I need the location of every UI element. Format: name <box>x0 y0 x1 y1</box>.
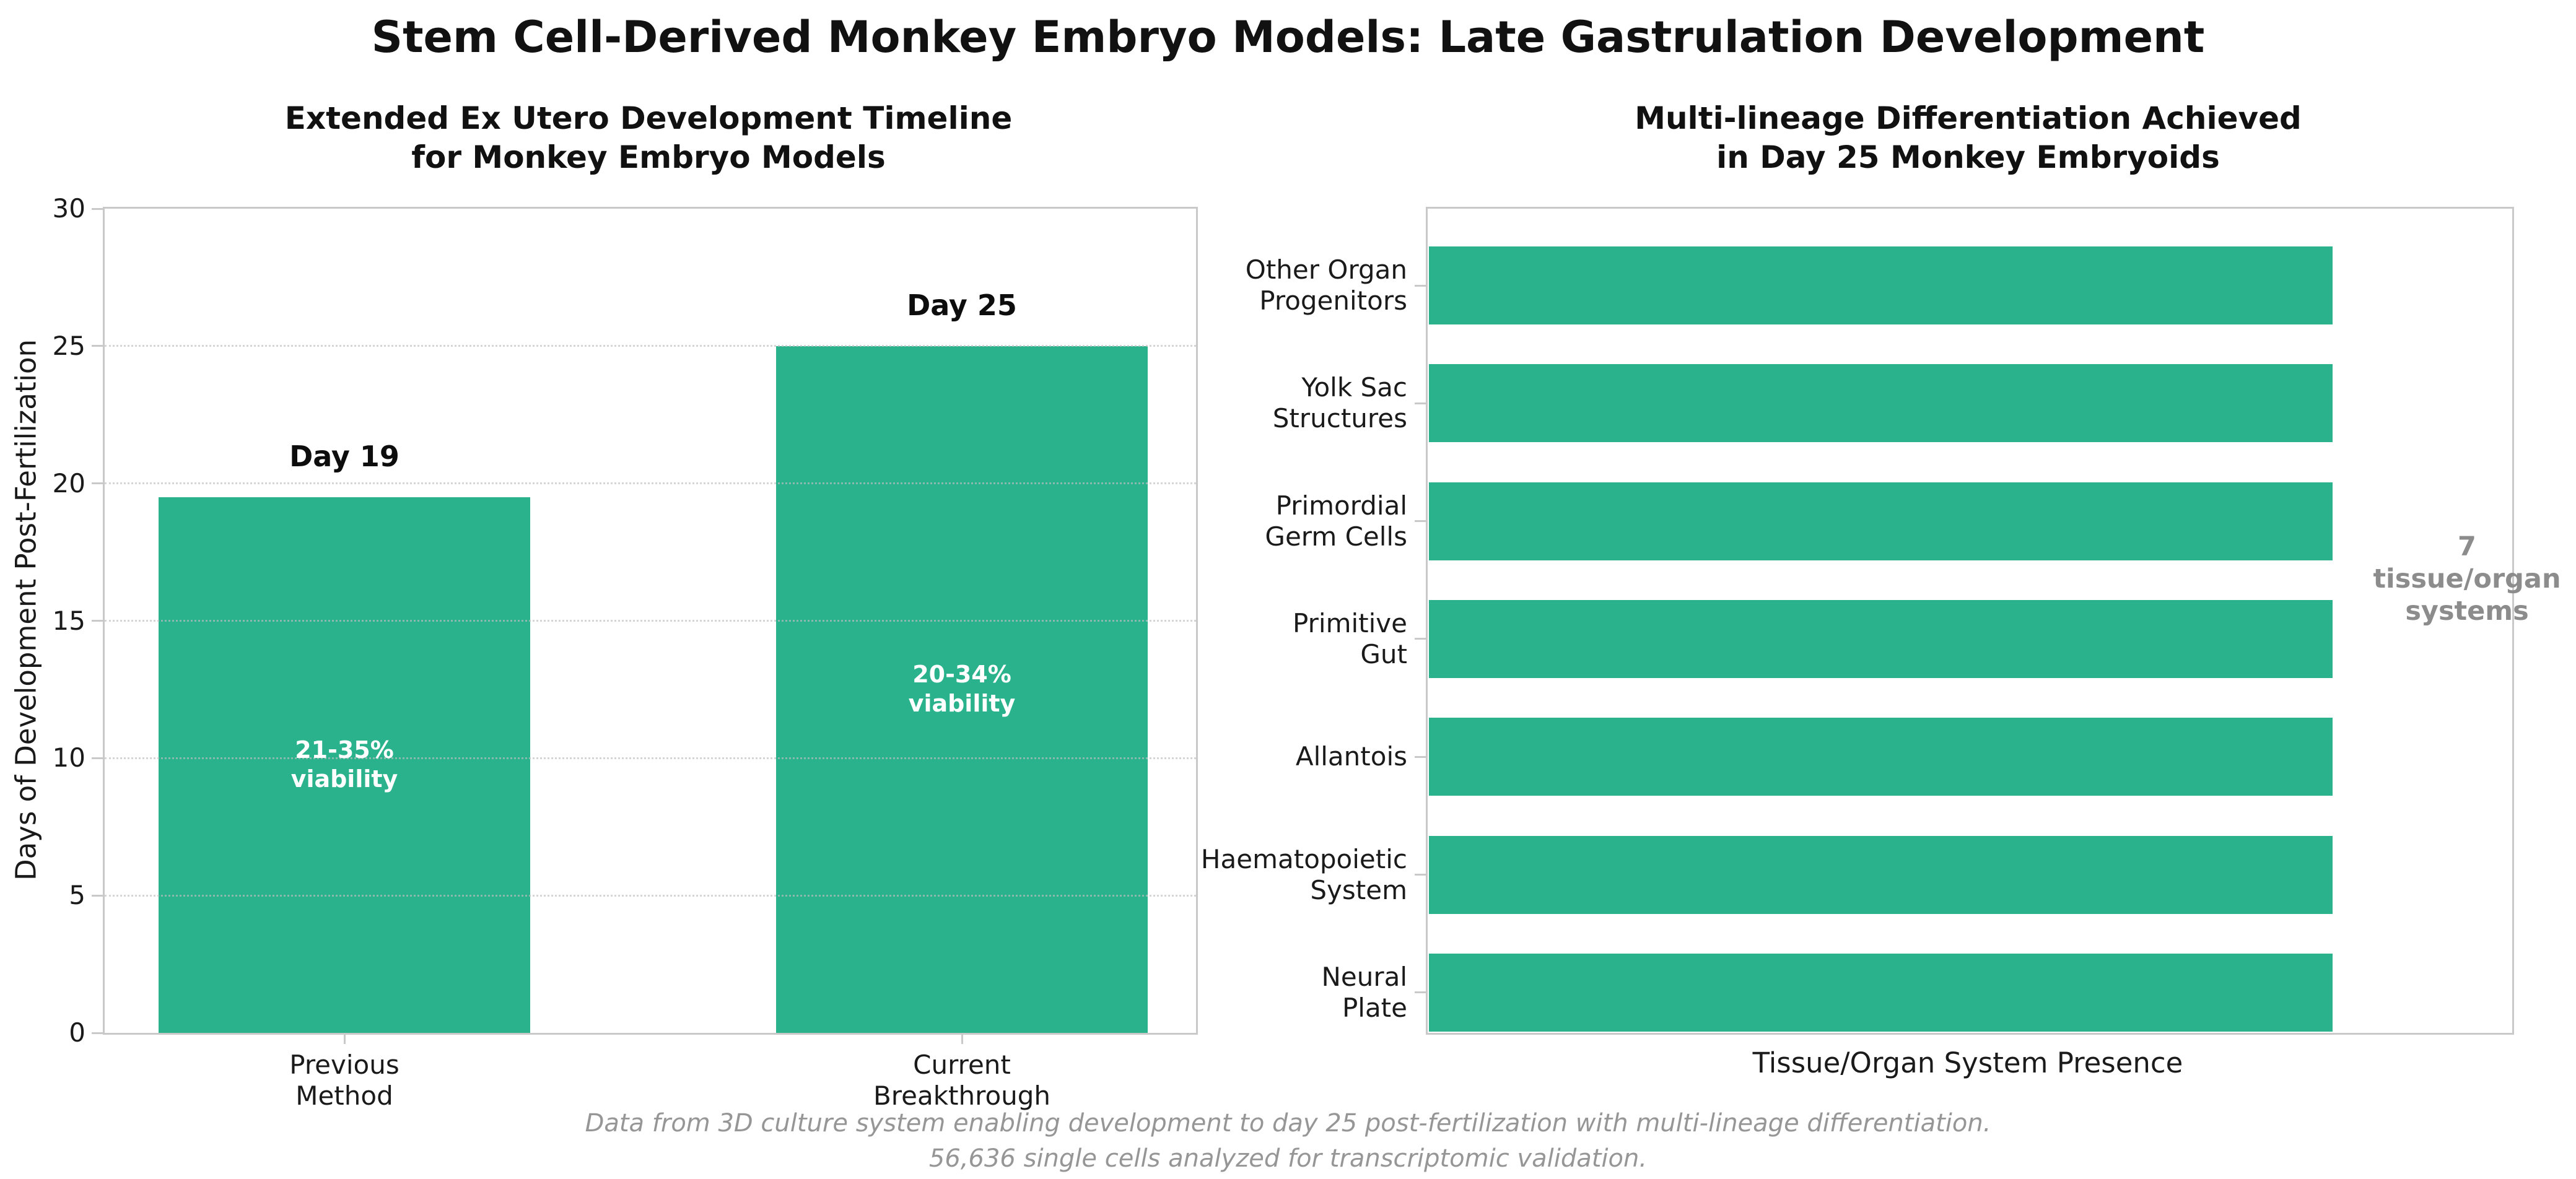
bar-viability-label: 21-35% viability <box>290 736 398 793</box>
left-chart-plot-area: 0 5 10 15 20 25 30 Day 19 21-35% viability Previo… <box>53 193 1198 1111</box>
y-tick-mark <box>92 345 103 347</box>
right-chart-x-axis-label: Tissue/Organ System Presence <box>1752 1046 2183 1079</box>
y-tick-mark <box>92 207 103 210</box>
y-tick-label: 10 <box>52 742 85 773</box>
y-tick-mark <box>92 620 103 622</box>
y-tick-label: 25 <box>52 330 85 361</box>
right-chart-title: Multi-lineage Differentiation Achieved i… <box>1635 100 2302 175</box>
gridline <box>105 482 1196 485</box>
source-footnote-line-1: Data from 3D culture system enabling dev… <box>585 1109 1991 1138</box>
right-chart-plot-area: Other Organ Progenitors Yolk Sac Structur… <box>1201 207 2514 1035</box>
y-tick-mark <box>92 894 103 897</box>
y-tick-label: 15 <box>52 605 85 636</box>
bar-viability-label: 20-34% viability <box>908 661 1016 718</box>
bar-other-organ-progenitors <box>1429 246 2333 324</box>
x-tick-label: Current Breakthrough <box>873 1050 1051 1111</box>
y-tick-mark <box>92 757 103 759</box>
left-chart-title: Extended Ex Utero Development Timeline f… <box>284 100 1013 175</box>
category-label: Primitive Gut <box>1293 607 1407 669</box>
tissue-systems-annotation: 7 tissue/organ systems <box>2373 531 2561 627</box>
category-label: Haematopoietic System <box>1200 843 1407 905</box>
bar-neural-plate <box>1429 953 2333 1032</box>
y-tick-label: 0 <box>69 1017 85 1048</box>
category-label: Primordial Germ Cells <box>1265 490 1407 552</box>
bar-allantois <box>1429 718 2333 796</box>
bar-current-breakthrough <box>776 346 1148 1033</box>
gridline <box>105 345 1196 347</box>
source-footnote: Data from 3D culture system enabling dev… <box>0 1106 2576 1177</box>
x-tick-mark <box>961 1033 963 1044</box>
figure-title: Stem Cell-Derived Monkey Embryo Models: … <box>371 12 2205 63</box>
x-tick-mark <box>343 1033 346 1044</box>
source-footnote-line-2: 56,636 single cells analyzed for transcr… <box>928 1144 1648 1173</box>
bar-yolk-sac-structures <box>1429 364 2333 443</box>
gridline <box>105 894 1196 897</box>
category-label: Yolk Sac Structures <box>1272 372 1407 434</box>
y-tick-mark <box>92 482 103 485</box>
gridline <box>105 620 1196 622</box>
category-label: Allantois <box>1295 741 1407 772</box>
gridline <box>105 757 1196 759</box>
y-tick-label: 20 <box>52 468 85 498</box>
bar-primitive-gut <box>1429 599 2333 678</box>
bar-primordial-germ-cells <box>1429 482 2333 560</box>
y-tick-mark <box>1415 638 1426 640</box>
y-tick-label: 30 <box>52 193 85 224</box>
category-label: Neural Plate <box>1321 961 1407 1023</box>
y-tick-mark <box>1415 520 1426 523</box>
x-tick-label: Previous Method <box>289 1050 399 1111</box>
y-tick-mark <box>1415 402 1426 404</box>
y-tick-label: 5 <box>69 880 85 911</box>
bar-haematopoietic-system <box>1429 835 2333 914</box>
y-tick-mark <box>92 1032 103 1034</box>
category-label: Other Organ Progenitors <box>1245 255 1407 316</box>
bar-previous-method <box>159 497 530 1033</box>
bar-value-label: Day 19 <box>289 439 399 473</box>
y-tick-mark <box>1415 755 1426 758</box>
bar-value-label: Day 25 <box>907 288 1017 322</box>
y-tick-mark <box>1415 991 1426 994</box>
y-tick-mark <box>1415 874 1426 876</box>
y-tick-mark <box>1415 284 1426 287</box>
